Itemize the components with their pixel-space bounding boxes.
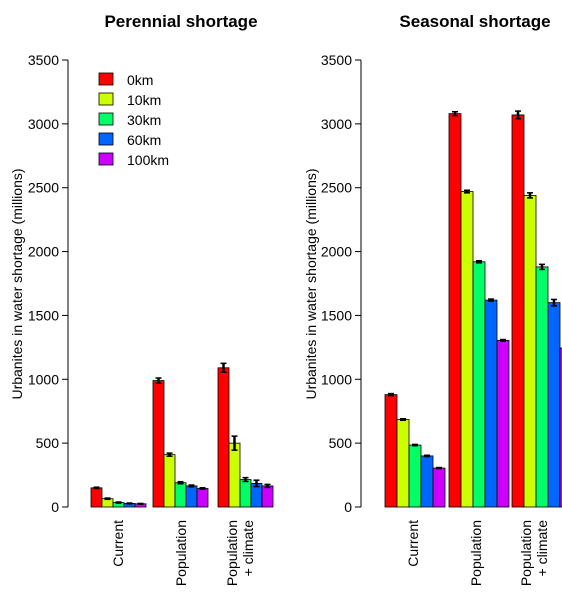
category-label: Population <box>224 520 240 586</box>
y-tick-label: 0 <box>51 499 59 515</box>
bar <box>228 442 241 508</box>
y-tick-label: 1000 <box>28 371 59 387</box>
bar <box>547 302 561 508</box>
legend-label: 0km <box>127 72 153 88</box>
y-tick-label: 500 <box>36 435 60 451</box>
bar <box>152 380 165 508</box>
y-tick-label: 2000 <box>321 244 352 260</box>
legend-item: 0km <box>98 72 153 88</box>
y-axis-label: Urbanites in water shortage (millions) <box>9 168 25 399</box>
y-tick-label: 2000 <box>28 244 59 260</box>
y-tick-label: 500 <box>329 435 353 451</box>
y-tick-label: 3500 <box>28 52 59 68</box>
bar <box>90 487 103 508</box>
y-tick-label: 0 <box>344 499 352 515</box>
bar <box>472 261 486 508</box>
bar <box>460 191 474 508</box>
bar <box>217 367 230 508</box>
y-tick-label: 1500 <box>321 307 352 323</box>
bar <box>559 347 562 508</box>
perennial-shortage-panel: Perennial shortage Urbanites in water sh… <box>9 12 274 586</box>
bar <box>396 419 410 508</box>
bar <box>420 455 434 508</box>
bars <box>384 110 562 508</box>
bar <box>496 339 510 508</box>
category-labels: Current Population Population + climate <box>110 520 256 586</box>
seasonal-shortage-panel: Seasonal shortage Urbanites in water sho… <box>303 12 562 586</box>
chart-title: Perennial shortage <box>104 12 257 31</box>
y-tick-label: 3000 <box>28 116 59 132</box>
legend: 0km 10km 30km 60km 100km <box>98 72 169 168</box>
category-label: Population <box>173 520 189 586</box>
legend-swatch <box>98 92 114 106</box>
bar <box>523 194 537 508</box>
y-tick-label: 1000 <box>321 371 352 387</box>
chart-title: Seasonal shortage <box>399 12 550 31</box>
bar <box>535 266 549 508</box>
bar <box>511 114 525 508</box>
category-labels: Current Population Population + climate <box>405 520 550 586</box>
bar <box>384 394 398 508</box>
bars <box>90 362 274 508</box>
legend-item: 30km <box>98 112 161 128</box>
y-tick-label: 3000 <box>321 116 352 132</box>
legend-label: 100km <box>127 152 169 168</box>
legend-swatch <box>98 152 114 166</box>
y-tick-label: 2500 <box>321 180 352 196</box>
y-tick-label: 1500 <box>28 307 59 323</box>
bar <box>239 479 252 508</box>
legend-label: 10km <box>127 92 161 108</box>
bar <box>484 299 498 508</box>
y-axis: 0 500 1000 1500 2000 2500 3000 3500 <box>321 52 362 515</box>
bar <box>196 488 209 508</box>
legend-item: 10km <box>98 92 161 108</box>
y-axis-label: Urbanites in water shortage (millions) <box>303 168 319 399</box>
y-axis: 0 500 1000 1500 2000 2500 3000 3500 <box>28 52 69 515</box>
legend-label: 60km <box>127 132 161 148</box>
category-label: Current <box>405 520 421 567</box>
bar <box>261 485 274 508</box>
bar <box>448 113 462 508</box>
bar <box>163 454 176 508</box>
legend-swatch <box>98 72 114 86</box>
bar <box>432 467 446 508</box>
category-label: Population <box>518 520 534 586</box>
legend-item: 60km <box>98 132 161 148</box>
legend-swatch <box>98 132 114 146</box>
bar <box>174 482 187 508</box>
y-tick-label: 2500 <box>28 180 59 196</box>
y-tick-label: 3500 <box>321 52 352 68</box>
category-label: + climate <box>534 520 550 577</box>
bar <box>185 485 198 508</box>
legend-swatch <box>98 112 114 126</box>
bar <box>408 444 422 508</box>
legend-label: 30km <box>127 112 161 128</box>
category-label: + climate <box>240 520 256 577</box>
legend-item: 100km <box>98 152 169 168</box>
category-label: Population <box>468 520 484 586</box>
category-label: Current <box>110 520 126 567</box>
